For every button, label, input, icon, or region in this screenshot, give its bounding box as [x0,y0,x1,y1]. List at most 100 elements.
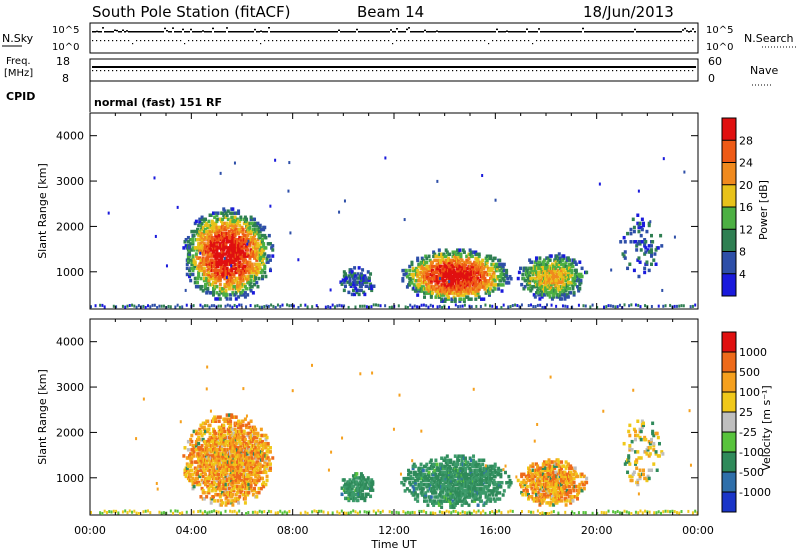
data-pixel [219,474,223,479]
nsearch-point [220,40,222,42]
data-pixel [262,254,266,258]
freq-point [150,66,152,68]
nsearch-point [536,40,538,42]
freq-point [494,66,496,68]
data-pixel [418,509,421,513]
data-pixel [415,279,419,283]
nsky-point [128,31,130,33]
freq-point [290,66,292,68]
data-pixel [241,419,245,423]
data-pixel [243,501,247,505]
data-pixel [189,474,193,479]
data-pixel [256,221,260,226]
data-pixel [461,510,464,514]
data-pixel [622,254,626,258]
data-pixel [539,266,543,271]
freq-point [688,66,690,68]
data-pixel [420,281,424,285]
data-pixel [222,231,226,236]
data-pixel [249,280,253,285]
nave-point [272,70,274,72]
data-pixel [206,429,210,434]
data-pixel [619,240,623,244]
data-pixel [478,266,482,271]
data-pixel [449,266,453,271]
data-pixel [482,285,486,289]
data-pixel [247,237,251,242]
data-pixel [408,268,412,273]
data-pixel [248,425,252,430]
data-pixel [642,221,646,226]
data-pixel [245,240,249,244]
freq-point [394,66,396,68]
data-pixel [224,458,228,462]
freq-point [414,66,416,68]
data-pixel [223,492,227,497]
data-pixel [185,246,189,250]
data-pixel [530,260,534,264]
nsky-point [622,31,624,33]
data-pixel [199,223,203,228]
data-pixel [206,256,210,260]
data-pixel [229,458,233,462]
data-pixel [240,248,244,252]
data-pixel [538,286,542,291]
data-pixel [223,419,227,423]
data-pixel [493,279,497,283]
data-pixel [353,292,357,297]
data-pixel [636,242,640,246]
data-pixel [348,280,352,284]
data-pixel [230,499,234,503]
data-pixel [254,240,258,244]
nsearch-point [672,40,674,42]
data-pixel [204,482,207,487]
data-pixel [206,304,209,308]
data-pixel [249,235,253,240]
freq-point [266,66,268,68]
colorbar-tick-label: 24 [739,157,753,170]
data-pixel [361,274,365,278]
data-pixel [635,244,639,248]
data-pixel [441,283,445,287]
data-pixel [356,280,360,284]
nsky-point [322,31,324,33]
data-pixel [269,267,272,271]
nsearch-point [120,40,122,42]
nsearch-point [240,40,242,42]
data-pixel [234,431,238,436]
data-pixel [497,287,501,291]
data-pixel [202,276,206,281]
data-pixel [464,279,468,283]
data-pixel [207,270,211,275]
freq-point [298,66,300,68]
data-pixel [446,256,450,261]
data-pixel [359,272,363,276]
freq-point [632,66,634,68]
nave-point [280,70,282,72]
data-pixel [429,262,433,267]
nsky-point [492,31,494,33]
nsky-point [422,31,424,33]
data-pixel [249,482,253,487]
data-pixel [442,272,446,277]
data-pixel [464,270,468,275]
data-pixel [446,297,450,301]
data-pixel [639,225,643,230]
data-pixel [207,490,211,495]
data-pixel [210,254,214,258]
data-pixel [196,266,200,271]
data-pixel [492,262,496,267]
data-pixel [233,509,236,513]
data-pixel [558,293,562,297]
nsky-point [206,31,208,33]
data-pixel [458,248,462,252]
data-pixel [452,277,456,281]
nave-point [640,70,642,72]
data-pixel [238,470,242,475]
data-pixel [231,441,235,446]
data-pixel [202,460,206,464]
data-pixel [474,297,478,301]
freq-point [364,66,366,68]
nsky-panel: N.Sky 10^5 10^0 10^5 10^0 N.Search [2,22,796,54]
data-pixel [243,417,247,421]
